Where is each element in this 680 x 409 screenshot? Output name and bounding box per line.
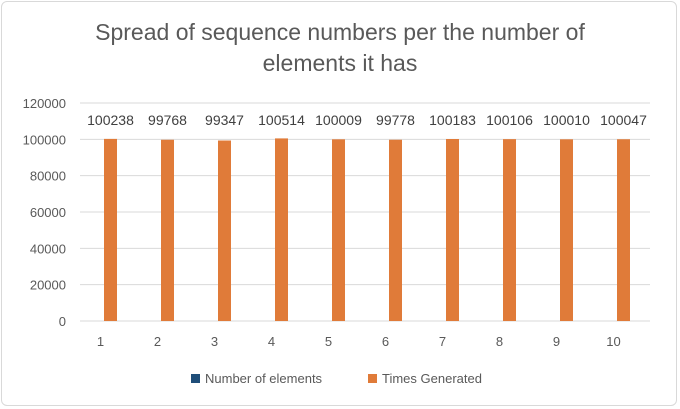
data-label: 100009 <box>315 112 362 128</box>
bar-times-generated <box>389 139 402 321</box>
data-label: 100010 <box>543 112 590 128</box>
bar-times-generated <box>104 138 117 321</box>
y-tick-label: 0 <box>59 314 66 329</box>
data-label: 99347 <box>205 112 244 128</box>
data-labels: 100238 99768 99347 100514 100009 99778 100183 1… <box>87 112 647 128</box>
bar-times-generated <box>617 139 630 321</box>
x-tick-label: 2 <box>154 334 161 349</box>
legend-label-number-of-elements: Number of elements <box>205 371 323 386</box>
x-tick-label: 9 <box>553 334 560 349</box>
data-label: 100183 <box>429 112 476 128</box>
y-tick-label: 20000 <box>30 278 66 293</box>
y-tick-label: 80000 <box>30 169 66 184</box>
bar-times-generated <box>503 139 516 321</box>
x-tick-label: 4 <box>268 334 275 349</box>
y-axis-ticks: 0 20000 40000 60000 80000 100000 120000 <box>23 96 66 329</box>
chart-title-line-2: elements it has <box>263 50 418 76</box>
data-label: 99778 <box>376 112 415 128</box>
bar-times-generated <box>161 139 174 321</box>
bar-times-generated <box>218 140 231 321</box>
data-label: 100514 <box>258 112 305 128</box>
bar-times-generated <box>332 139 345 321</box>
y-tick-label: 120000 <box>23 96 66 111</box>
bar-times-generated <box>275 138 288 321</box>
x-axis-ticks: 1 2 3 4 5 6 7 8 9 10 <box>97 334 621 349</box>
y-tick-label: 40000 <box>30 241 66 256</box>
x-tick-label: 7 <box>439 334 446 349</box>
y-tick-label: 60000 <box>30 205 66 220</box>
legend-swatch-times-generated <box>368 374 377 383</box>
y-tick-label: 100000 <box>23 132 66 147</box>
bars <box>104 138 630 321</box>
legend-label-times-generated: Times Generated <box>382 371 482 386</box>
x-tick-label: 6 <box>382 334 389 349</box>
bar-times-generated <box>446 139 459 321</box>
chart-title-line-1: Spread of sequence numbers per the numbe… <box>95 19 585 45</box>
data-label: 100047 <box>600 112 647 128</box>
x-tick-label: 10 <box>606 334 620 349</box>
data-label: 99768 <box>148 112 187 128</box>
gridlines <box>80 102 650 322</box>
legend: Number of elements Times Generated <box>191 371 482 386</box>
data-label: 100238 <box>87 112 134 128</box>
x-tick-label: 8 <box>496 334 503 349</box>
x-tick-label: 1 <box>97 334 104 349</box>
x-tick-label: 5 <box>325 334 332 349</box>
bar-times-generated <box>560 139 573 321</box>
data-label: 100106 <box>486 112 533 128</box>
legend-swatch-number-of-elements <box>191 374 200 383</box>
x-tick-label: 3 <box>211 334 218 349</box>
